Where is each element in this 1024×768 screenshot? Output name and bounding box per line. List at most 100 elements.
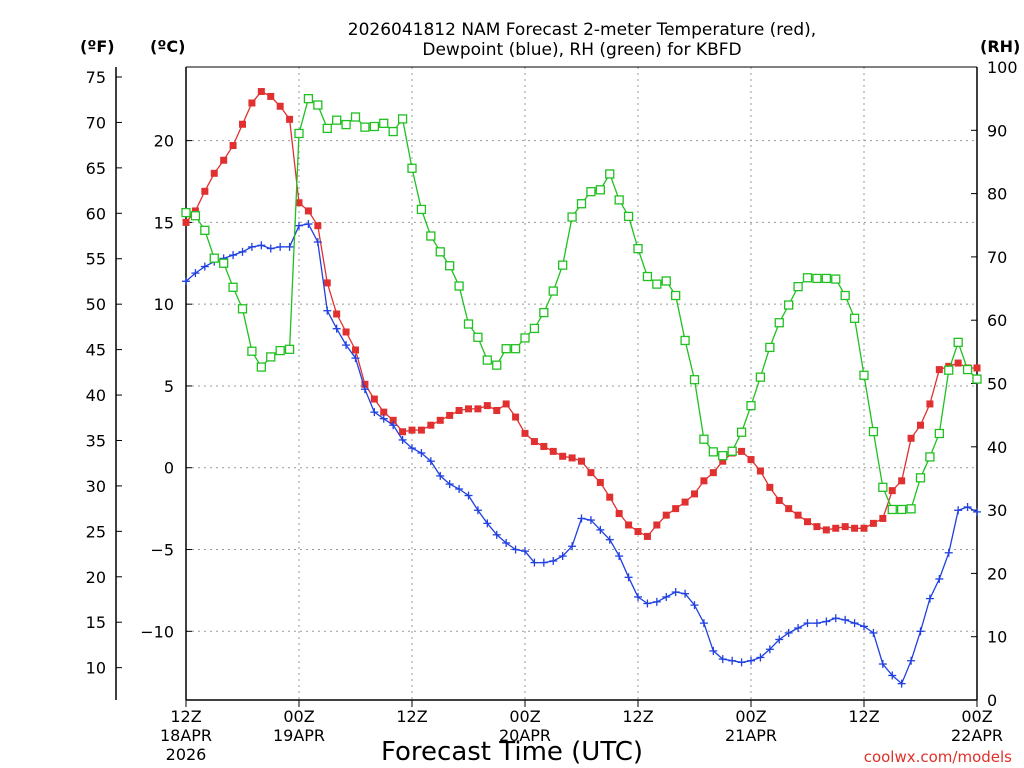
unit-label-fahrenheit: (ºF): [80, 37, 115, 56]
point-temperature: [841, 523, 849, 531]
point-dewpoint: [586, 516, 595, 525]
point-dewpoint: [342, 341, 351, 350]
point-temperature: [662, 511, 670, 519]
point-rh: [237, 304, 248, 314]
point-temperature: [653, 521, 661, 529]
x-tick-label: 12Z: [848, 707, 879, 726]
point-temperature: [672, 505, 680, 513]
point-dewpoint: [323, 306, 332, 315]
unit-label-celsius: (ºC): [150, 37, 185, 56]
point-rh: [887, 504, 897, 515]
point-dewpoint: [370, 408, 379, 417]
point-dewpoint: [803, 619, 812, 628]
fahrenheit-tick-label: 20: [86, 568, 106, 587]
point-temperature: [643, 532, 651, 540]
point-temperature: [606, 493, 614, 501]
x-tick-label: 00Z: [283, 707, 314, 726]
point-temperature: [766, 483, 774, 491]
point-temperature: [879, 514, 887, 522]
point-temperature: [691, 490, 698, 498]
credit-text: coolwx.com/models: [864, 748, 1012, 766]
point-dewpoint: [822, 617, 831, 626]
point-temperature: [361, 380, 369, 388]
point-rh: [727, 446, 737, 456]
celsius-tick-label: −5: [150, 541, 174, 560]
tick-labels: 10 15 20 25 30 35 40 45 50 55 60 65 70 75 −10 −5 0 5 10 15 2…: [86, 58, 1018, 764]
point-rh: [821, 273, 831, 284]
point-rh: [341, 119, 351, 130]
fahrenheit-tick-label: 50: [86, 295, 106, 314]
point-temperature: [474, 405, 482, 413]
x-tick-label: 20APR: [499, 726, 551, 745]
point-dewpoint: [398, 435, 407, 444]
celsius-tick-label: 0: [164, 459, 174, 478]
point-dewpoint: [615, 552, 624, 561]
point-temperature: [276, 102, 284, 110]
point-rh: [275, 345, 285, 356]
point-dewpoint: [295, 221, 303, 230]
point-dewpoint: [728, 656, 737, 665]
point-temperature: [888, 487, 896, 495]
point-rh: [897, 504, 907, 515]
point-rh: [407, 163, 417, 173]
point-rh: [802, 273, 813, 283]
fahrenheit-tick-label: 25: [86, 522, 106, 541]
point-dewpoint: [916, 627, 925, 636]
point-dewpoint: [539, 558, 548, 567]
point-rh: [322, 123, 332, 134]
point-dewpoint: [954, 506, 963, 515]
point-dewpoint: [596, 525, 605, 534]
point-rh: [859, 370, 869, 380]
rh-tick-label: 30: [987, 501, 1007, 520]
point-temperature: [681, 498, 689, 506]
point-dewpoint: [417, 449, 426, 458]
point-temperature: [587, 469, 595, 477]
rh-tick-label: 10: [987, 628, 1007, 647]
x-tick-label: 00Z: [735, 707, 766, 726]
point-rh: [652, 279, 662, 289]
data-series: [181, 88, 982, 688]
point-rh: [708, 447, 718, 457]
point-rh: [539, 307, 549, 318]
point-rh: [944, 365, 954, 375]
point-rh: [445, 261, 455, 271]
point-rh: [661, 276, 671, 286]
x-tick-label: 00Z: [509, 707, 540, 726]
point-temperature: [408, 426, 416, 434]
point-temperature: [785, 505, 793, 513]
point-temperature: [747, 456, 755, 464]
point-temperature: [756, 467, 764, 475]
point-rh: [972, 374, 982, 384]
point-rh: [303, 94, 314, 104]
point-temperature: [907, 434, 915, 442]
point-rh: [473, 332, 483, 342]
fahrenheit-tick-label: 70: [86, 113, 106, 132]
point-dewpoint: [662, 592, 671, 601]
point-temperature: [935, 366, 943, 374]
point-dewpoint: [784, 628, 793, 637]
point-temperature: [191, 207, 199, 215]
point-temperature: [333, 310, 341, 318]
point-rh: [746, 401, 756, 411]
point-dewpoint: [671, 588, 680, 597]
grid-lines: [186, 67, 977, 700]
point-rh: [840, 290, 850, 301]
point-dewpoint: [351, 354, 360, 363]
point-dewpoint: [445, 480, 454, 489]
point-temperature: [182, 218, 190, 226]
rh-tick-label: 80: [987, 185, 1007, 204]
fahrenheit-tick-label: 75: [86, 68, 106, 87]
point-dewpoint: [304, 220, 313, 229]
point-temperature: [446, 411, 454, 419]
chart-title-line-2: Dewpoint (blue), RH (green) for KBFD: [422, 40, 741, 60]
point-temperature: [229, 142, 237, 150]
x-tick-label: 2026: [166, 745, 207, 764]
point-temperature: [719, 457, 727, 465]
point-dewpoint: [191, 269, 200, 278]
axes: [115, 66, 978, 707]
point-rh: [831, 274, 841, 284]
fahrenheit-tick-label: 10: [86, 659, 106, 678]
point-temperature: [596, 478, 604, 486]
x-tick-label: 18APR: [160, 726, 212, 745]
